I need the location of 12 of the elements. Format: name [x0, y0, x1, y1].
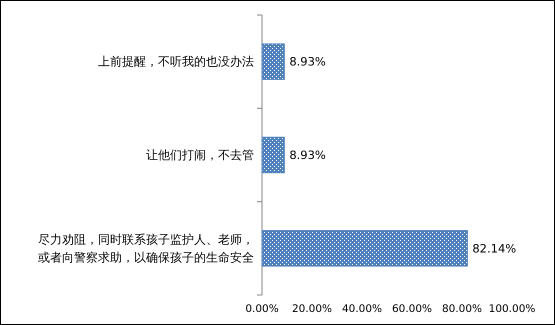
x-tick-label: 100.00%: [488, 303, 536, 315]
x-tick-label: 80.00%: [442, 303, 482, 315]
x-tick-label: 0.00%: [245, 303, 279, 315]
x-tick-label: 20.00%: [292, 303, 332, 315]
data-label: 8.93%: [289, 148, 326, 162]
data-label: 8.93%: [289, 54, 326, 69]
x-tick-label: 60.00%: [392, 303, 432, 315]
y-tick-label: 让他们打闹，不去管: [146, 148, 254, 162]
x-tick-label: 40.00%: [342, 303, 382, 315]
y-tick-label: 尽力劝阻，同时联系孩子监护人、老师，或者向警察求助，以确保孩子的生命安全: [38, 232, 254, 264]
data-label: 82.14%: [472, 241, 516, 256]
y-tick-label: 上前提醒，不听我的也没办法: [98, 54, 254, 69]
